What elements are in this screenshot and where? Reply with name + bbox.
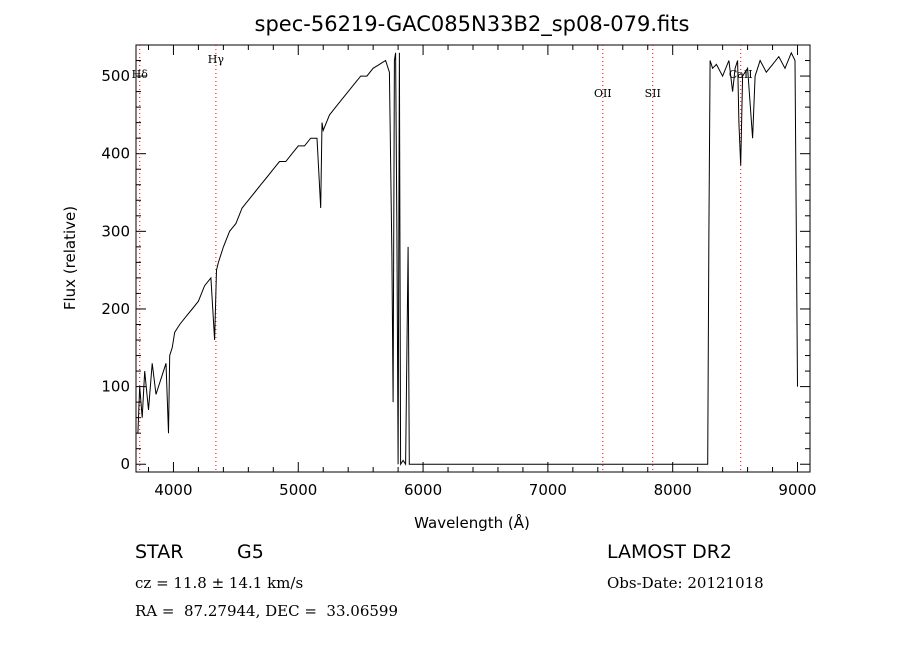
x-tick-label: 5000 [279, 481, 317, 499]
spectral-line-label: OII [594, 87, 612, 100]
y-tick-label: 400 [101, 145, 130, 163]
x-tick-label: 4000 [154, 481, 192, 499]
spectral-subclass: G5 [237, 541, 264, 563]
x-tick-label: 9000 [778, 481, 816, 499]
y-tick-label: 200 [101, 300, 130, 318]
spectral-line-label: CaII [729, 68, 753, 81]
y-tick-label: 300 [101, 222, 130, 240]
x-tick-label: 7000 [529, 481, 567, 499]
spectral-line-label: SII [645, 87, 661, 100]
chart-title: spec-56219-GAC085N33B2_sp08-079.fits [255, 12, 690, 37]
ra-dec-coordinates: RA = 87.27944, DEC = 33.06599 [135, 602, 399, 620]
y-tick-label: 100 [101, 378, 130, 396]
y-axis-label: Flux (relative) [61, 206, 79, 310]
spectral-line-label: Hδ [132, 68, 149, 81]
spectral-line-label: Hγ [208, 53, 225, 66]
object-class: STAR [135, 541, 184, 563]
x-tick-label: 8000 [654, 481, 692, 499]
x-axis-label: Wavelength (Å) [414, 513, 530, 532]
redshift-cz: cz = 11.8 ± 14.1 km/s [135, 574, 304, 592]
survey-name: LAMOST DR2 [607, 541, 732, 563]
flux-series-line [137, 51, 798, 466]
plot-area: 4000 5000 6000 7000 8000 9000 0 100 200 300 400 500… [101, 44, 817, 499]
y-tick-label: 500 [101, 67, 130, 85]
observation-date: Obs-Date: 20121018 [607, 574, 764, 592]
y-tick-label: 0 [120, 455, 130, 473]
x-tick-label: 6000 [404, 481, 442, 499]
